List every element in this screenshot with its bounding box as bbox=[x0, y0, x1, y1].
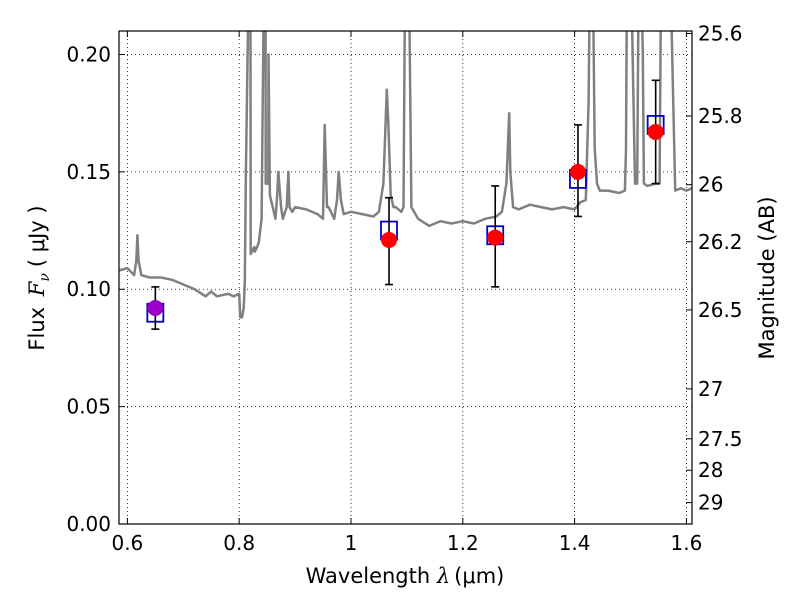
observed-point bbox=[381, 231, 398, 248]
x-axis-label: Wavelength λ (μm) bbox=[306, 564, 505, 588]
y2-tick-label: 26.5 bbox=[698, 298, 743, 322]
points-layer bbox=[146, 79, 665, 330]
observed-point bbox=[147, 300, 164, 317]
plot-frame bbox=[118, 30, 693, 525]
observed-point bbox=[487, 229, 504, 246]
x-tick-label: 1.4 bbox=[559, 531, 591, 555]
y2-tick-label: 28 bbox=[698, 458, 723, 482]
ticks: 0.6 0.8 1 1.2 1.4 1.6 0.00 0.05 0.10 0.15 0.20 25.6… bbox=[66, 22, 742, 555]
y-tick-label: 0.10 bbox=[66, 277, 111, 301]
spectrum-line bbox=[119, 31, 692, 319]
observed-point bbox=[647, 123, 664, 140]
spectrum-layer bbox=[119, 31, 692, 319]
y-tick-label: 0.00 bbox=[66, 512, 111, 536]
y-tick-label: 0.15 bbox=[66, 160, 111, 184]
y2-tick-label: 29 bbox=[698, 491, 723, 515]
y-tick-label: 0.20 bbox=[66, 42, 111, 66]
x-tick-label: 0.8 bbox=[223, 531, 255, 555]
grid bbox=[119, 31, 692, 525]
y2-tick-label: 26.2 bbox=[698, 230, 743, 254]
y2-tick-label: 27.5 bbox=[698, 427, 743, 451]
y2-tick-label: 25.6 bbox=[698, 22, 743, 46]
y2-tick-label: 25.8 bbox=[698, 104, 743, 128]
x-tick-label: 0.6 bbox=[111, 531, 143, 555]
y2-tick-label: 26 bbox=[698, 173, 723, 197]
y2-tick-label: 27 bbox=[698, 377, 723, 401]
x-tick-label: 1.2 bbox=[447, 531, 479, 555]
y-tick-label: 0.05 bbox=[66, 395, 111, 419]
y2-axis-label: Magnitude (AB) bbox=[755, 196, 779, 359]
x-tick-label: 1 bbox=[345, 531, 358, 555]
observed-point bbox=[569, 163, 586, 180]
x-tick-label: 1.6 bbox=[671, 531, 703, 555]
y-axis-label: Flux Fν( μJy ) bbox=[25, 205, 53, 350]
